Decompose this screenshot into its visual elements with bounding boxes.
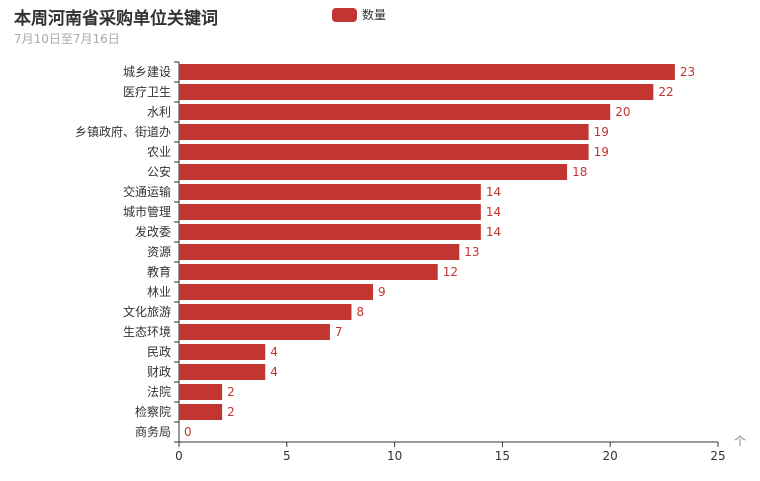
x-tick-label: 10: [387, 449, 402, 463]
chart-title: 本周河南省采购单位关键词: [14, 9, 218, 29]
data-label: 0: [184, 425, 192, 439]
chart-subtitle: 7月10日至7月16日: [14, 32, 120, 46]
y-tick-label: 检察院: [135, 404, 171, 419]
x-tick-label: 5: [283, 449, 291, 463]
bar: [179, 184, 481, 200]
data-label: 2: [227, 385, 235, 399]
data-label: 13: [464, 245, 479, 259]
y-tick-label: 民政: [147, 345, 171, 359]
bar: [179, 384, 223, 400]
data-label: 8: [356, 305, 364, 319]
bar: [179, 344, 266, 360]
y-tick-label: 资源: [147, 245, 171, 259]
bar: [179, 204, 481, 220]
y-tick-label: 水利: [147, 105, 171, 119]
data-label: 20: [615, 105, 630, 119]
data-label: 2: [227, 405, 235, 419]
bar: [179, 264, 438, 280]
x-tick-label: 15: [495, 449, 510, 463]
legend-swatch: [332, 7, 357, 22]
x-tick-label: 0: [175, 449, 183, 463]
bar: [179, 404, 223, 420]
bar: [179, 84, 654, 100]
data-label: 4: [270, 345, 278, 359]
bar: [179, 304, 352, 320]
x-axis-name: 个: [734, 434, 746, 448]
bar: [179, 64, 675, 80]
bar: [179, 164, 568, 180]
y-tick-label: 文化旅游: [123, 304, 171, 319]
y-tick-label: 医疗卫生: [123, 85, 171, 99]
data-label: 9: [378, 285, 386, 299]
y-tick-label: 法院: [147, 385, 171, 399]
y-tick-label: 林业: [147, 285, 171, 299]
data-label: 22: [658, 85, 673, 99]
data-label: 19: [594, 125, 609, 139]
bar: [179, 224, 481, 240]
x-tick-label: 25: [710, 449, 725, 463]
data-label: 12: [443, 265, 458, 279]
data-label: 18: [572, 165, 587, 179]
data-label: 4: [270, 365, 278, 379]
bar: [179, 124, 589, 140]
bar: [179, 244, 460, 260]
bar: [179, 284, 374, 300]
y-tick-label: 发改委: [135, 224, 171, 239]
bar: [179, 104, 611, 120]
y-tick-label: 农业: [147, 145, 171, 159]
y-tick-label: 商务局: [135, 424, 171, 439]
y-tick-label: 教育: [147, 264, 171, 279]
data-label: 14: [486, 185, 501, 199]
bar: [179, 144, 589, 160]
bar: [179, 324, 330, 340]
data-label: 23: [680, 65, 695, 79]
y-tick-label: 生态环境: [123, 324, 171, 339]
data-label: 19: [594, 145, 609, 159]
data-label: 7: [335, 325, 343, 339]
y-tick-label: 城乡建设: [123, 65, 171, 79]
y-tick-label: 公安: [147, 164, 171, 179]
y-tick-label: 交通运输: [123, 184, 171, 199]
y-tick-label: 乡镇政府、街道办: [75, 124, 171, 139]
x-tick-label: 20: [603, 449, 618, 463]
data-label: 14: [486, 205, 501, 219]
y-tick-label: 财政: [147, 365, 171, 379]
legend-label: 数量: [362, 8, 387, 22]
y-tick-label: 城市管理: [123, 204, 171, 219]
bar: [179, 364, 266, 380]
legend-item[interactable]: 数量: [332, 6, 386, 23]
data-label: 14: [486, 225, 501, 239]
